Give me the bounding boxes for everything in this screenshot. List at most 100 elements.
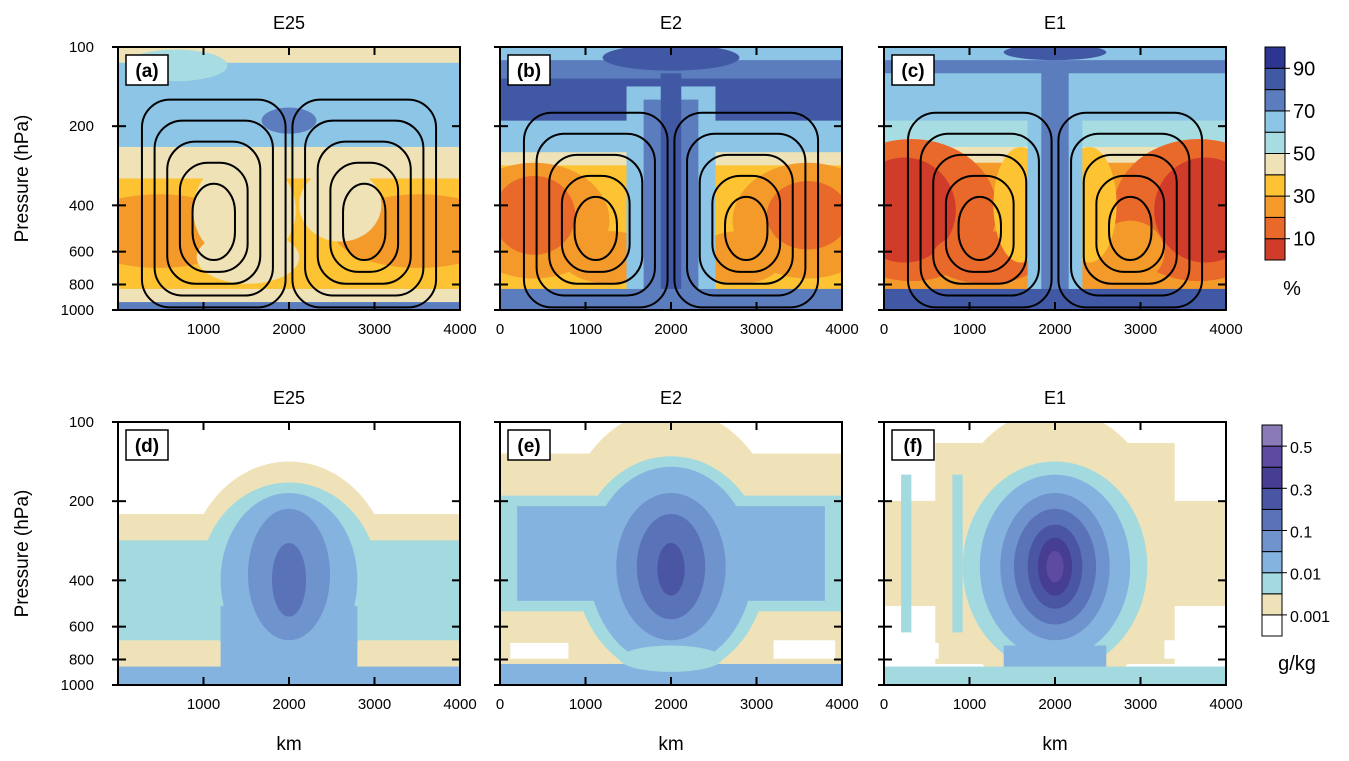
contour-line [166,140,262,285]
contour-line [1057,111,1204,309]
colorbar-box [1264,153,1286,176]
y-tick-label: 1000 [61,302,94,319]
x-tick-label: 4000 [825,321,858,338]
contour-field [884,47,1226,310]
contour-line [304,119,425,297]
panel-label: (a) [135,61,158,82]
filled-contour [510,642,569,659]
filled-contour [766,181,842,250]
colorbar-tick-label: 90 [1293,58,1315,80]
colorbar-box [1264,67,1286,91]
x-tick-label: 2000 [272,321,305,338]
y-tick-label: 800 [69,652,94,669]
contour-field [500,422,842,685]
colorbar-tick-label: 10 [1293,229,1315,251]
filled-contour [657,542,685,596]
contour-line [535,132,656,297]
colorbar-box [1261,424,1283,447]
panel-label-box [891,429,935,461]
panel-label-box [891,54,935,86]
filled-contour [118,146,460,179]
colorbar-tick-label: 0.3 [1290,482,1312,499]
colorbar-box [1264,131,1286,154]
x-tick-label: 4000 [825,696,858,713]
colorbar-unit: g/kg [1278,653,1316,675]
contour-line [548,153,644,285]
filled-contour [890,642,939,659]
y-tick-label: 200 [69,118,94,135]
x-axis-label: km [658,734,683,755]
panel-label-box [507,429,551,461]
panel-label-box [125,429,169,461]
y-axis-label: Pressure (hPa) [12,115,33,243]
panel-title: E1 [1044,13,1066,33]
y-tick-label: 100 [69,414,94,431]
colorbar-box [1264,89,1286,112]
colorbar-tick-label: 0.01 [1290,567,1321,584]
contour-line [932,153,1028,285]
filled-contour [773,640,836,659]
x-tick-label: 3000 [358,696,391,713]
y-axis-label: Pressure (hPa) [12,490,33,618]
filled-contour [500,175,576,255]
filled-contour [619,645,723,672]
colorbar-box [1261,572,1283,595]
x-tick-label: 1000 [187,321,220,338]
x-tick-label: 1000 [953,321,986,338]
x-tick-label: 3000 [740,696,773,713]
contour-line [291,98,438,309]
y-tick-label: 600 [69,244,94,261]
contour-line [919,132,1040,297]
contour-line [1108,195,1153,262]
contour-line [1082,153,1178,285]
x-axis-label: km [276,734,301,755]
colorbar-box [1261,508,1283,531]
contour-line [573,195,618,262]
contour-line [342,182,387,262]
x-tick-label: 1000 [569,696,602,713]
colorbar-tick-label: 30 [1293,186,1315,208]
colorbar-box [1261,445,1283,468]
x-tick-label: 0 [496,321,504,338]
contour-line [944,174,1015,273]
contour-field [884,422,1226,685]
panel-label: (d) [135,436,159,457]
y-tick-label: 200 [69,493,94,510]
colorbar-box [1264,110,1286,133]
panel-title: E2 [660,388,682,408]
colorbar-tick-label: 0.5 [1290,440,1312,457]
x-tick-label: 2000 [654,696,687,713]
contour-line [1095,174,1166,273]
colorbar-box [1264,174,1286,197]
contour-line [522,111,669,309]
colorbar-box [1261,466,1283,489]
contour-line [686,132,807,297]
colorbar-tick-label: 0.1 [1290,525,1312,542]
x-tick-label: 1000 [569,321,602,338]
contour-line [329,161,400,273]
filled-contour [1041,68,1069,295]
x-tick-label: 0 [880,321,888,338]
filled-contour [1164,640,1220,659]
x-tick-label: 4000 [1209,696,1242,713]
y-tick-label: 100 [69,39,94,56]
x-tick-label: 2000 [1038,696,1071,713]
filled-contour [660,73,682,295]
x-tick-label: 4000 [1209,321,1242,338]
contour-line [724,195,769,262]
x-tick-label: 3000 [1124,696,1157,713]
panel-title: E1 [1044,388,1066,408]
panel-label: (c) [901,61,924,82]
colorbar-unit: % [1283,278,1301,300]
panel-label: (e) [517,436,540,457]
contour-line [711,174,782,273]
x-tick-label: 3000 [740,321,773,338]
filled-contour [299,167,382,242]
colorbar-tick-label: 0.001 [1290,609,1330,626]
x-tick-label: 3000 [358,321,391,338]
colorbar-box [1261,614,1283,637]
y-tick-label: 400 [69,572,94,589]
contour-field [118,422,460,685]
y-tick-label: 600 [69,619,94,636]
colorbar-box [1264,46,1286,69]
